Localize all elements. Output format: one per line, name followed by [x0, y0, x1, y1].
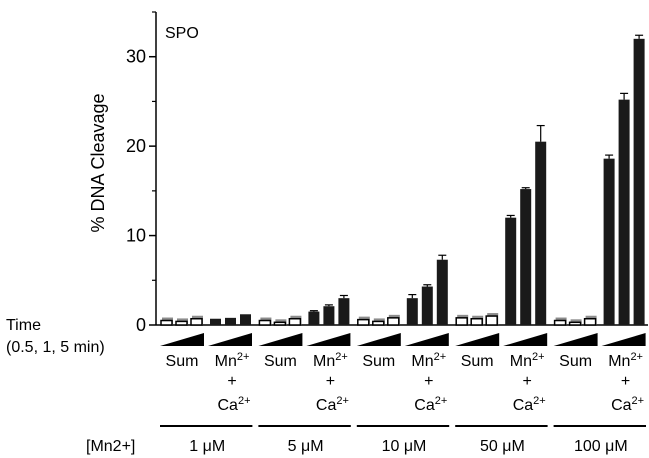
mnca-plus-label: + [621, 373, 630, 390]
y-tick-label: 30 [126, 47, 146, 67]
plot-area: 0 10 20 30 % DNA Cleavage SPO Sum Mn2+ + Ca2+ 1 μM… [6, 11, 648, 455]
time-range-label: (0.5, 1, 5 min) [6, 339, 105, 356]
mnca-bar [633, 38, 645, 325]
mnca-bar [338, 298, 350, 325]
sum-bar [372, 320, 385, 326]
sum-bar [357, 318, 370, 326]
time-wedge [356, 333, 401, 346]
sum-bar [455, 317, 468, 326]
time-wedge [306, 333, 351, 346]
panel-label: SPO [165, 25, 199, 42]
mnca-plus-label: + [424, 373, 433, 390]
y-tick-label: 0 [136, 315, 146, 335]
time-wedge [503, 333, 548, 346]
concentration-label: 50 μM [480, 438, 525, 455]
sum-label: Sum [559, 353, 592, 370]
sum-bar [553, 319, 567, 326]
y-tick-label: 10 [126, 226, 146, 246]
mn-concentration-axis-label: [Mn2+] [86, 438, 135, 455]
mnca-bar [210, 318, 221, 325]
sum-bar [288, 317, 302, 326]
mnca-bar [308, 311, 320, 325]
sum-bar [387, 317, 400, 326]
sum-bar [160, 319, 173, 326]
y-axis-title: % DNA Cleavage [88, 93, 108, 232]
ca-label: Ca2+ [611, 395, 644, 414]
concentration-label: 1 μM [189, 438, 225, 455]
sum-label: Sum [461, 353, 494, 370]
time-wedge [258, 333, 303, 346]
mnca-label: Mn2+ [411, 351, 446, 370]
mnca-label: Mn2+ [313, 351, 348, 370]
time-label: Time [6, 317, 41, 334]
sum-label: Sum [166, 353, 199, 370]
time-wedge [160, 333, 204, 346]
ca-label: Ca2+ [513, 395, 546, 414]
sum-bar [175, 320, 188, 326]
mnca-plus-label: + [326, 373, 335, 390]
concentration-label: 5 μM [288, 438, 324, 455]
sum-label: Sum [362, 353, 395, 370]
time-wedge [455, 333, 500, 346]
sum-bar [485, 315, 498, 326]
mnca-bar [406, 298, 418, 325]
mnca-bar [520, 189, 532, 325]
ca-label: Ca2+ [218, 395, 251, 414]
sum-bar [190, 317, 203, 326]
time-wedge [208, 333, 252, 346]
mnca-bar [436, 259, 448, 325]
time-wedge [553, 333, 598, 346]
mnca-label: Mn2+ [608, 351, 643, 370]
ca-label: Ca2+ [414, 395, 447, 414]
sum-bar [258, 319, 272, 326]
mnca-plus-label: + [227, 373, 236, 390]
mnca-bar [240, 314, 251, 325]
mnca-bar [603, 158, 615, 325]
mnca-bar [225, 317, 236, 325]
concentration-label: 10 μM [382, 438, 427, 455]
sum-label: Sum [264, 353, 297, 370]
ca-label: Ca2+ [316, 395, 349, 414]
mnca-bar [535, 141, 547, 325]
sum-bar [568, 321, 582, 326]
mnca-label: Mn2+ [510, 351, 545, 370]
time-wedge [404, 333, 449, 346]
concentration-label: 100 μM [574, 438, 628, 455]
sum-bar [273, 321, 287, 326]
mnca-bar [421, 286, 433, 325]
sum-bar [583, 317, 597, 326]
mnca-bar [323, 306, 335, 325]
y-tick-label: 20 [126, 136, 146, 156]
mnca-plus-label: + [523, 373, 532, 390]
mnca-bar [505, 217, 517, 325]
mnca-bar [618, 99, 630, 325]
sum-bar [470, 317, 483, 326]
mnca-label: Mn2+ [215, 351, 250, 370]
time-wedge [601, 333, 646, 346]
